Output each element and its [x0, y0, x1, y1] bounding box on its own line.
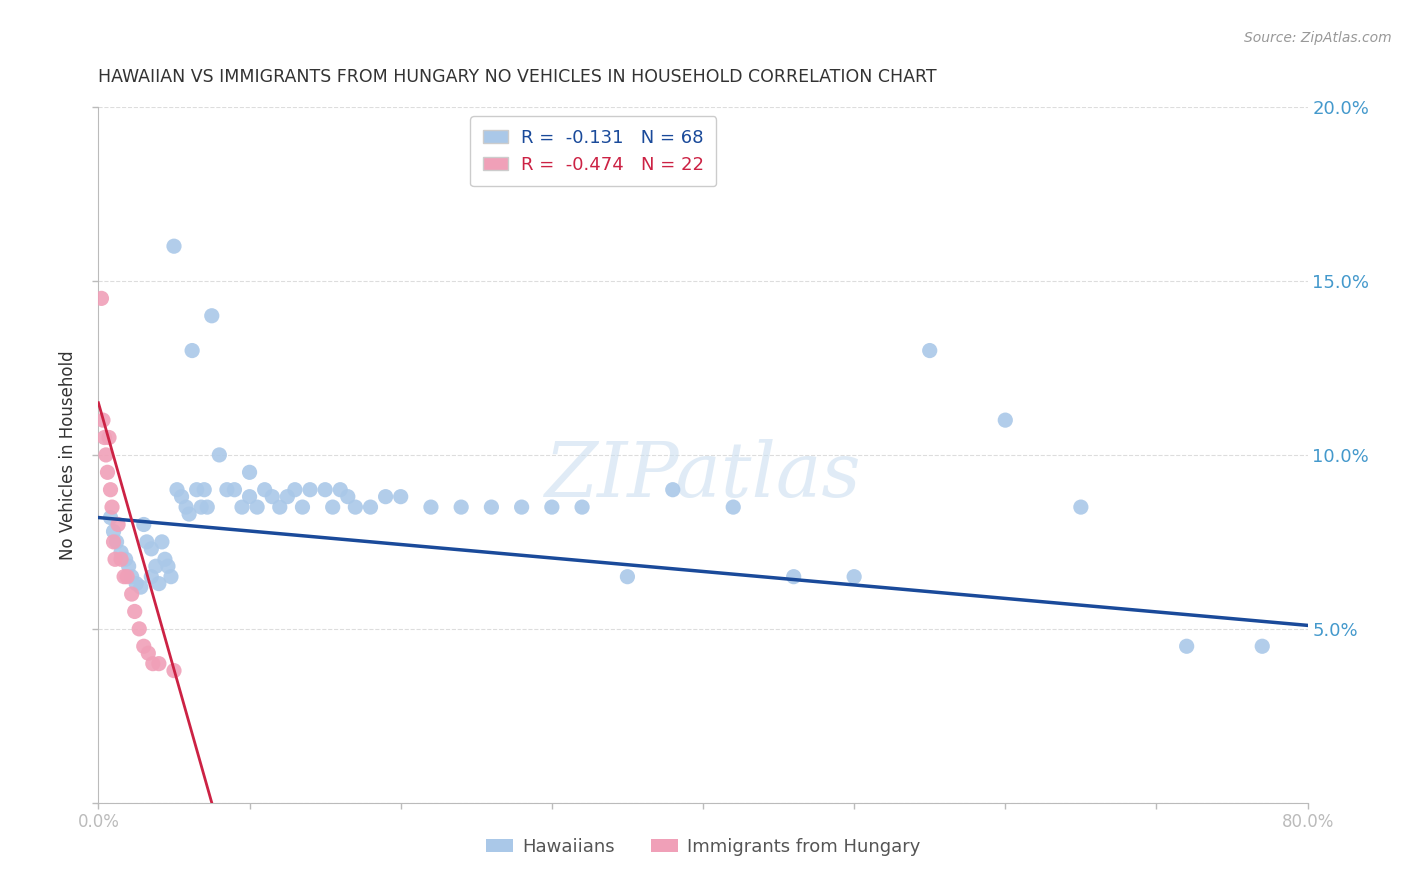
- Point: [150, 534, 173, 549]
- Point: [160, 570, 183, 584]
- Point: [186, 483, 208, 497]
- Point: [100, 483, 122, 497]
- Point: [374, 490, 396, 504]
- Point: [104, 552, 127, 566]
- Point: [121, 587, 143, 601]
- Point: [616, 570, 638, 584]
- Point: [132, 517, 155, 532]
- Point: [153, 552, 176, 566]
- Point: [148, 657, 170, 671]
- Point: [239, 466, 262, 480]
- Point: [114, 552, 136, 566]
- Point: [215, 483, 238, 497]
- Point: [190, 500, 212, 514]
- Point: [291, 500, 314, 514]
- Text: Source: ZipAtlas.com: Source: ZipAtlas.com: [1244, 31, 1392, 45]
- Point: [141, 570, 163, 584]
- Point: [163, 239, 186, 253]
- Point: [181, 343, 204, 358]
- Point: [107, 517, 129, 532]
- Point: [100, 510, 122, 524]
- Point: [201, 309, 224, 323]
- Point: [284, 483, 307, 497]
- Point: [344, 500, 367, 514]
- Point: [129, 580, 152, 594]
- Point: [156, 559, 179, 574]
- Point: [136, 646, 159, 660]
- Point: [103, 534, 125, 549]
- Point: [132, 639, 155, 653]
- Point: [723, 500, 745, 514]
- Point: [336, 490, 359, 504]
- Point: [112, 570, 135, 584]
- Point: [918, 343, 941, 358]
- Point: [179, 507, 201, 521]
- Point: [170, 490, 193, 504]
- Point: [110, 545, 132, 559]
- Text: ZIPatlas: ZIPatlas: [544, 439, 862, 513]
- Point: [1175, 639, 1198, 653]
- Point: [360, 500, 382, 514]
- Point: [661, 483, 683, 497]
- Point: [299, 483, 322, 497]
- Point: [450, 500, 472, 514]
- Point: [115, 570, 138, 584]
- Point: [510, 500, 533, 514]
- Point: [145, 559, 167, 574]
- Point: [105, 534, 128, 549]
- Point: [276, 490, 298, 504]
- Point: [128, 622, 150, 636]
- Point: [246, 500, 269, 514]
- Point: [110, 552, 132, 566]
- Point: [231, 500, 253, 514]
- Point: [141, 541, 163, 556]
- Point: [124, 605, 146, 619]
- Point: [420, 500, 443, 514]
- Point: [571, 500, 593, 514]
- Point: [1070, 500, 1092, 514]
- Legend: Hawaiians, Immigrants from Hungary: Hawaiians, Immigrants from Hungary: [478, 831, 928, 863]
- Point: [121, 570, 143, 584]
- Point: [166, 483, 188, 497]
- Point: [269, 500, 291, 514]
- Point: [148, 576, 170, 591]
- Point: [239, 490, 262, 504]
- Text: HAWAIIAN VS IMMIGRANTS FROM HUNGARY NO VEHICLES IN HOUSEHOLD CORRELATION CHART: HAWAIIAN VS IMMIGRANTS FROM HUNGARY NO V…: [98, 68, 936, 86]
- Point: [208, 448, 231, 462]
- Point: [101, 500, 124, 514]
- Point: [481, 500, 503, 514]
- Point: [96, 466, 118, 480]
- Point: [994, 413, 1017, 427]
- Point: [90, 291, 112, 305]
- Point: [135, 534, 157, 549]
- Point: [540, 500, 562, 514]
- Point: [142, 657, 165, 671]
- Point: [98, 430, 121, 444]
- Point: [103, 524, 125, 539]
- Point: [118, 559, 141, 574]
- Point: [224, 483, 246, 497]
- Point: [844, 570, 866, 584]
- Point: [783, 570, 806, 584]
- Point: [193, 483, 215, 497]
- Point: [91, 413, 114, 427]
- Point: [163, 664, 186, 678]
- Point: [314, 483, 336, 497]
- Y-axis label: No Vehicles in Household: No Vehicles in Household: [59, 350, 77, 560]
- Point: [94, 448, 117, 462]
- Point: [389, 490, 412, 504]
- Point: [329, 483, 352, 497]
- Point: [174, 500, 197, 514]
- Point: [262, 490, 284, 504]
- Point: [1251, 639, 1274, 653]
- Point: [195, 500, 218, 514]
- Point: [125, 576, 148, 591]
- Point: [253, 483, 276, 497]
- Point: [93, 430, 115, 444]
- Point: [322, 500, 344, 514]
